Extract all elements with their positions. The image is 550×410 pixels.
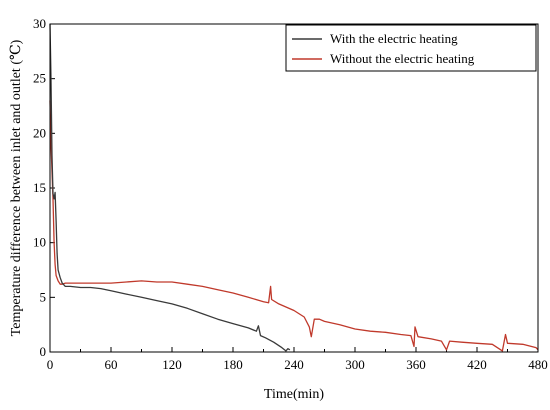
y-tick-label: 5	[40, 289, 47, 304]
y-tick-label: 30	[33, 16, 46, 31]
y-tick-label: 0	[40, 344, 47, 359]
legend-label-without-heating: Without the electric heating	[330, 51, 475, 66]
x-tick-label: 360	[406, 357, 426, 372]
x-tick-label: 300	[345, 357, 365, 372]
y-axis-title: Temperature difference between inlet and…	[9, 39, 24, 336]
x-tick-label: 420	[467, 357, 487, 372]
plot-frame	[49, 23, 539, 353]
series-lines	[49, 23, 539, 352]
legend-label-with-heating: With the electric heating	[330, 31, 458, 46]
y-tick-label: 20	[33, 125, 46, 140]
axis-ticks: 0 60 120 180 240 300 360 420 480 0 5 10 15 20 25 30	[33, 16, 548, 372]
legend-box	[285, 24, 537, 72]
y-tick-label: 15	[33, 180, 46, 195]
x-tick-label: 180	[223, 357, 243, 372]
series-line-without-heating	[49, 100, 539, 352]
y-tick-label: 25	[33, 71, 46, 86]
x-tick-label: 0	[47, 357, 54, 372]
y-tick-label: 10	[33, 235, 46, 250]
x-tick-label: 120	[162, 357, 182, 372]
x-tick-label: 240	[284, 357, 304, 372]
legend: With the electric heating Without the el…	[285, 24, 537, 72]
series-line-with-heating	[49, 23, 291, 352]
x-axis-title: Time(min)	[264, 387, 324, 402]
x-tick-label: 480	[528, 357, 548, 372]
x-tick-label: 60	[105, 357, 118, 372]
